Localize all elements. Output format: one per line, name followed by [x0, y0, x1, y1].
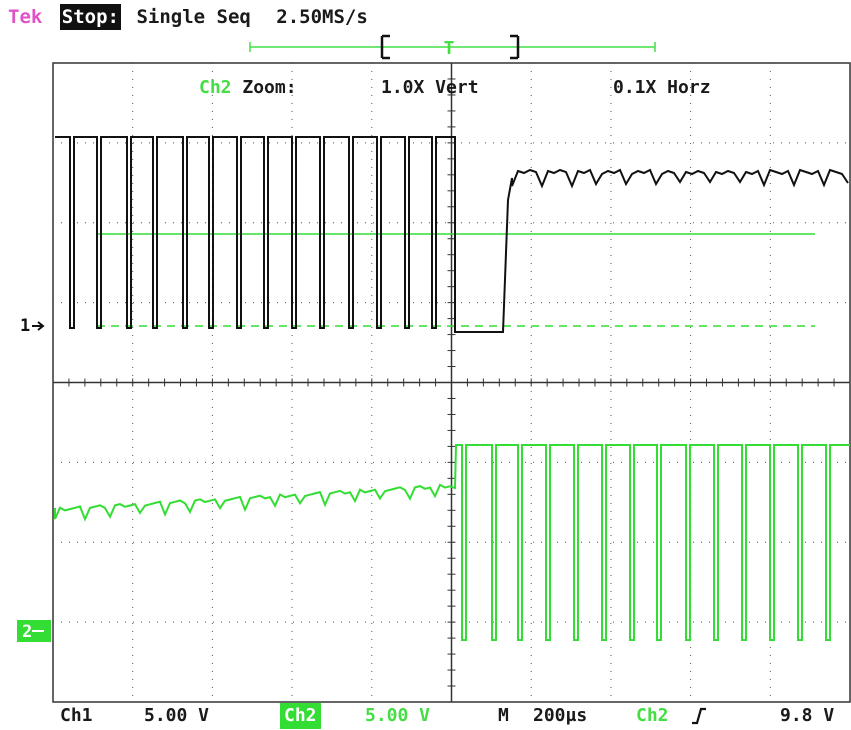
- rising-edge-icon: [690, 703, 708, 729]
- record-position-bar: T: [249, 34, 656, 60]
- timebase-label: M: [498, 705, 509, 726]
- svg-text:1: 1: [20, 316, 30, 336]
- brand-label: Tek: [8, 6, 43, 28]
- ch2-scale: 5.00 V: [365, 705, 431, 726]
- acquisition-mode: Single Seq: [136, 6, 251, 28]
- ch2-waveform: [54, 444, 850, 641]
- ch2-label: Ch2: [280, 703, 321, 729]
- sample-rate: 2.50MS/s: [276, 6, 368, 28]
- ch1-scale: 5.00 V: [144, 705, 210, 726]
- trigger-source: Ch2: [636, 705, 669, 726]
- zoom-vertical: 1.0X Vert: [381, 77, 479, 98]
- ch1-label: Ch1: [60, 705, 93, 726]
- ch1-waveform: [55, 136, 849, 333]
- timebase-value: 200µs: [533, 705, 588, 726]
- status-bar: Tek Stop: Single Seq 2.50MS/s: [8, 4, 368, 30]
- ch1-ground-marker: 1: [20, 316, 45, 336]
- ch2-ground-marker: 2: [17, 620, 51, 642]
- zoom-horizontal: 0.1X Horz: [613, 77, 711, 98]
- trigger-position-marker: T: [444, 38, 455, 59]
- acquisition-state: Stop:: [59, 4, 121, 30]
- zoom-channel: Ch2 Zoom:: [199, 77, 297, 98]
- trigger-level: 9.8 V: [780, 705, 835, 726]
- readout-bar: Ch1 5.00 V Ch2 5.00 V M 200µs Ch2 9.8 V: [0, 703, 851, 729]
- graticule: [52, 62, 851, 703]
- waveforms: [54, 136, 850, 641]
- svg-text:2: 2: [22, 622, 32, 642]
